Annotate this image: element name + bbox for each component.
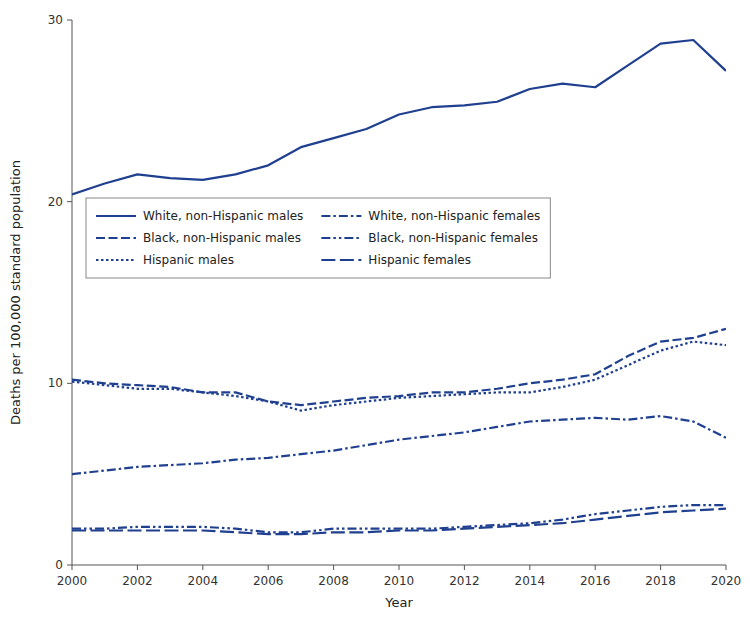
y-tick-label: 10 xyxy=(48,376,63,390)
y-axis-label: Deaths per 100,000 standard population xyxy=(8,160,23,425)
legend-item: White, non-Hispanic females xyxy=(321,209,540,223)
legend-handle xyxy=(321,215,361,217)
y-tick xyxy=(67,383,72,384)
x-tick xyxy=(595,565,596,570)
legend-item: Hispanic males xyxy=(96,253,234,267)
x-tick-label: 2006 xyxy=(253,574,284,588)
x-tick xyxy=(202,565,203,570)
x-tick xyxy=(726,565,727,570)
chart: 2000200220042006200820102012201420162018… xyxy=(0,0,750,623)
y-tick xyxy=(67,201,72,202)
x-tick xyxy=(268,565,269,570)
x-tick-label: 2014 xyxy=(515,574,546,588)
x-tick xyxy=(660,565,661,570)
x-tick xyxy=(529,565,530,570)
x-tick-label: 2018 xyxy=(645,574,676,588)
y-tick xyxy=(67,20,72,21)
series-line xyxy=(72,329,726,405)
x-tick xyxy=(399,565,400,570)
series-line xyxy=(72,509,726,534)
series-line xyxy=(72,505,726,532)
legend-handle xyxy=(96,215,136,217)
x-tick-label: 2008 xyxy=(318,574,349,588)
x-tick-label: 2012 xyxy=(449,574,480,588)
legend-item: Black, non-Hispanic males xyxy=(96,231,301,245)
x-tick xyxy=(137,565,138,570)
series-line xyxy=(72,416,726,474)
legend-label: Hispanic males xyxy=(143,253,234,267)
y-tick xyxy=(67,565,72,566)
x-tick-label: 2000 xyxy=(57,574,88,588)
legend-frame xyxy=(86,198,550,278)
legend-label: Black, non-Hispanic females xyxy=(368,231,538,245)
legend-handle xyxy=(321,237,361,239)
axes: 2000200220042006200820102012201420162018… xyxy=(48,13,742,588)
legend-label: White, non-Hispanic females xyxy=(368,209,540,223)
legend-handle xyxy=(321,259,361,261)
y-axis-line xyxy=(72,20,73,565)
x-tick xyxy=(72,565,73,570)
x-tick-label: 2016 xyxy=(580,574,611,588)
legend-label: Black, non-Hispanic males xyxy=(143,231,301,245)
x-tick-label: 2020 xyxy=(711,574,742,588)
x-tick-label: 2010 xyxy=(384,574,415,588)
legend-item: Hispanic females xyxy=(321,253,471,267)
lines xyxy=(72,40,726,534)
y-tick-label: 0 xyxy=(55,558,63,572)
x-tick xyxy=(464,565,465,570)
legend-item: Black, non-Hispanic females xyxy=(321,231,538,245)
series-line xyxy=(72,342,726,411)
x-tick xyxy=(333,565,334,570)
legend-handle xyxy=(96,237,136,239)
x-axis-label: Year xyxy=(384,595,413,610)
y-tick-label: 20 xyxy=(48,195,63,209)
y-tick-label: 30 xyxy=(48,13,63,27)
x-tick-label: 2002 xyxy=(122,574,153,588)
x-tick-label: 2004 xyxy=(188,574,219,588)
legend-label: Hispanic females xyxy=(368,253,471,267)
legend-handle xyxy=(96,259,136,261)
legend-item: White, non-Hispanic males xyxy=(96,209,303,223)
legend-label: White, non-Hispanic males xyxy=(143,209,303,223)
legend: White, non-Hispanic males Black, non-Hisp… xyxy=(86,198,550,278)
series-line xyxy=(72,40,726,194)
